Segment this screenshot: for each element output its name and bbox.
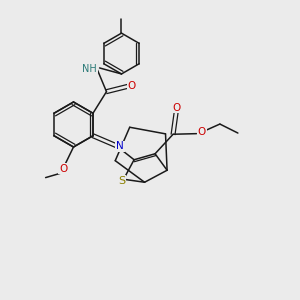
Text: NH: NH [82, 64, 97, 74]
Text: O: O [59, 164, 67, 174]
Text: O: O [198, 127, 206, 137]
Text: O: O [128, 81, 136, 91]
Text: N: N [116, 141, 124, 151]
Text: O: O [172, 103, 180, 112]
Text: S: S [118, 176, 126, 186]
